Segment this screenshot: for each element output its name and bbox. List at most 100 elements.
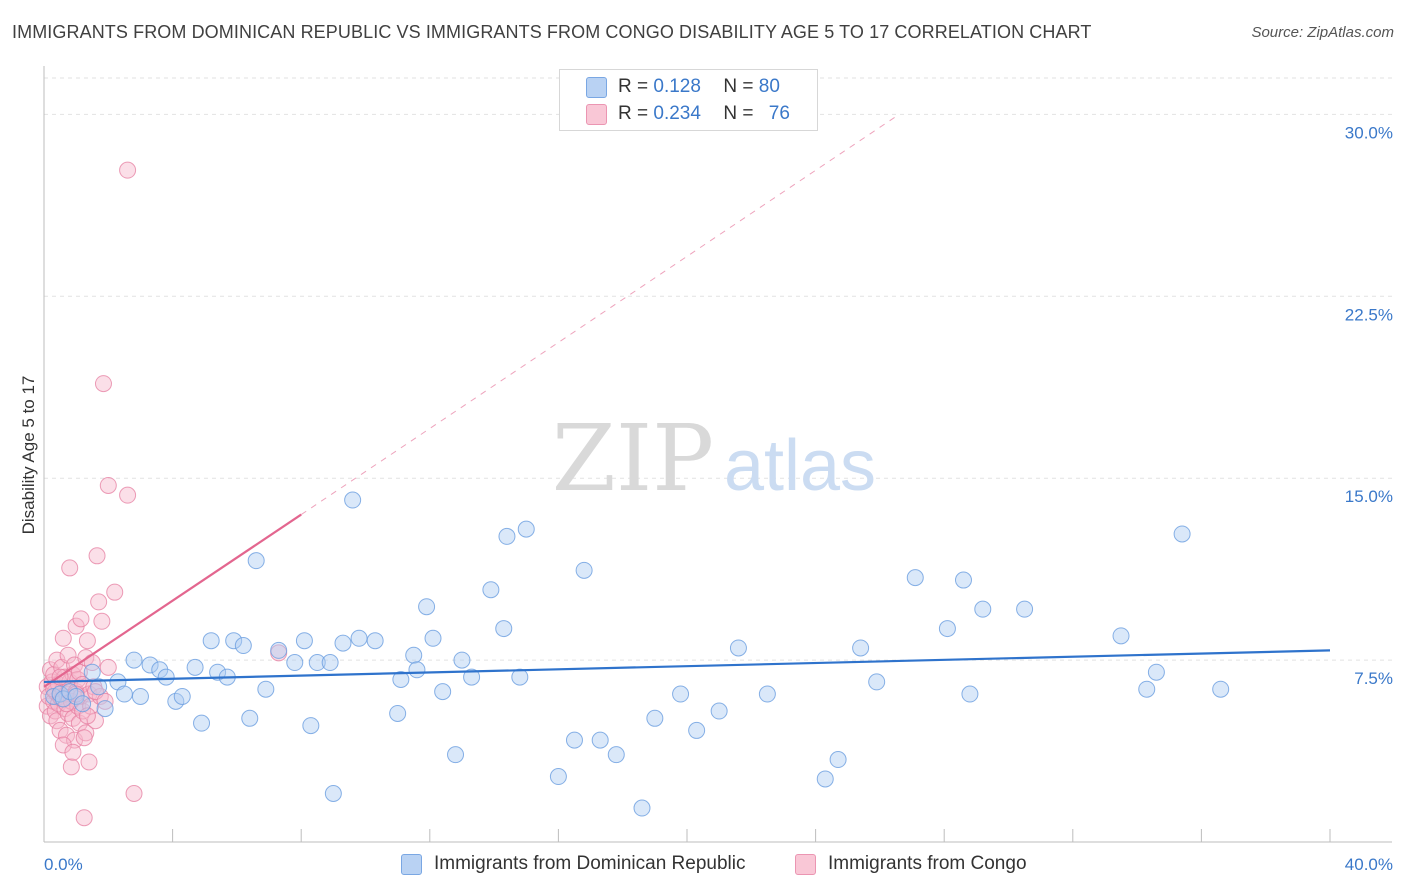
point-congo xyxy=(75,729,93,747)
bottom-legend-label: Immigrants from Congo xyxy=(828,853,1027,874)
point-congo xyxy=(80,753,98,771)
point-dominican xyxy=(852,639,870,657)
point-dominican xyxy=(366,632,384,650)
point-dominican xyxy=(672,685,690,703)
y-axis-title: Disability Age 5 to 17 xyxy=(19,376,38,535)
point-dominican xyxy=(434,683,452,701)
point-dominican xyxy=(1016,600,1034,618)
point-dominican xyxy=(96,700,114,718)
legend-swatch-blue xyxy=(586,76,607,98)
legend-swatch-pink xyxy=(586,103,607,125)
point-dominican xyxy=(495,620,513,638)
point-dominican xyxy=(938,620,956,638)
point-dominican xyxy=(344,491,362,509)
legend-n-value: 76 xyxy=(768,103,790,124)
point-dominican xyxy=(186,658,204,676)
point-dominican xyxy=(45,687,63,705)
watermark-atlas: atlas xyxy=(724,426,876,506)
bottom-legend-dominican: Immigrants from Dominican Republic xyxy=(401,851,746,877)
bottom-legend-label: Immigrants from Dominican Republic xyxy=(434,853,746,874)
point-dominican xyxy=(482,581,500,599)
point-dominican xyxy=(83,663,101,681)
point-dominican xyxy=(710,702,728,720)
point-dominican xyxy=(234,637,252,655)
point-dominican xyxy=(906,569,924,587)
point-dominican xyxy=(247,552,265,570)
point-dominican xyxy=(324,784,342,802)
point-dominican xyxy=(350,629,368,647)
source-credit: Source: ZipAtlas.com xyxy=(1251,24,1394,41)
point-dominican xyxy=(1173,525,1191,543)
point-congo xyxy=(86,712,104,730)
point-dominican xyxy=(334,634,352,652)
point-dominican xyxy=(1138,680,1156,698)
point-congo xyxy=(72,610,90,628)
point-congo xyxy=(94,375,112,393)
point-dominican xyxy=(816,770,834,788)
point-congo xyxy=(99,658,117,676)
bottom-legend-swatch-pink xyxy=(795,853,816,875)
point-dominican xyxy=(1212,680,1230,698)
point-dominican xyxy=(646,709,664,727)
trend-lines xyxy=(43,113,1331,688)
legend-n-label: N = xyxy=(723,76,754,97)
point-dominican xyxy=(974,600,992,618)
point-congo xyxy=(69,670,87,688)
point-congo xyxy=(93,612,111,630)
point-congo xyxy=(54,629,72,647)
x-tick-labels: 0.0% 40.0% xyxy=(44,855,1393,874)
point-dominican xyxy=(498,527,516,545)
point-congo xyxy=(119,486,137,504)
series-dominican-points xyxy=(45,491,1230,817)
point-dominican xyxy=(688,721,706,739)
point-dominican xyxy=(424,629,442,647)
point-dominican xyxy=(74,695,92,713)
point-dominican xyxy=(308,654,326,672)
trend-line-congo xyxy=(43,513,302,688)
point-dominican xyxy=(141,656,159,674)
point-dominican xyxy=(517,520,535,538)
legend-row-congo: R = 0.234 N = 76 xyxy=(586,101,790,127)
point-congo xyxy=(125,784,143,802)
point-dominican xyxy=(511,668,529,686)
point-dominican xyxy=(115,685,133,703)
point-dominican xyxy=(447,746,465,764)
legend-r-label: R = xyxy=(618,103,649,124)
point-dominican xyxy=(961,685,979,703)
point-dominican xyxy=(209,663,227,681)
x-tick-label: 40.0% xyxy=(1345,855,1393,874)
point-congo xyxy=(54,736,72,754)
point-dominican xyxy=(302,717,320,735)
point-congo xyxy=(99,476,117,494)
point-dominican xyxy=(131,687,149,705)
point-dominican xyxy=(591,731,609,749)
point-dominican xyxy=(575,561,593,579)
point-dominican xyxy=(408,661,426,679)
point-dominican xyxy=(173,687,191,705)
point-congo xyxy=(75,809,93,827)
legend-row-dominican: R = 0.128 N = 80 xyxy=(586,74,780,100)
point-dominican xyxy=(829,751,847,769)
point-dominican xyxy=(463,668,481,686)
point-dominican xyxy=(225,632,243,650)
point-dominican xyxy=(565,731,583,749)
point-dominican xyxy=(729,639,747,657)
point-dominican xyxy=(125,651,143,669)
point-dominican xyxy=(954,571,972,589)
point-congo xyxy=(96,692,114,710)
point-dominican xyxy=(54,690,72,708)
legend-n-value: 80 xyxy=(758,76,780,97)
point-dominican xyxy=(241,709,259,727)
y-tick-labels: 7.5% 15.0% 22.5% 30.0% xyxy=(1345,123,1393,688)
point-dominican xyxy=(157,668,175,686)
point-dominican xyxy=(868,673,886,691)
point-dominican xyxy=(151,661,169,679)
point-congo xyxy=(106,583,124,601)
point-dominican xyxy=(633,799,651,817)
y-tick-label: 15.0% xyxy=(1345,487,1393,506)
point-dominican xyxy=(418,598,436,616)
point-congo xyxy=(88,547,106,565)
point-dominican xyxy=(389,704,407,722)
point-dominican xyxy=(286,654,304,672)
